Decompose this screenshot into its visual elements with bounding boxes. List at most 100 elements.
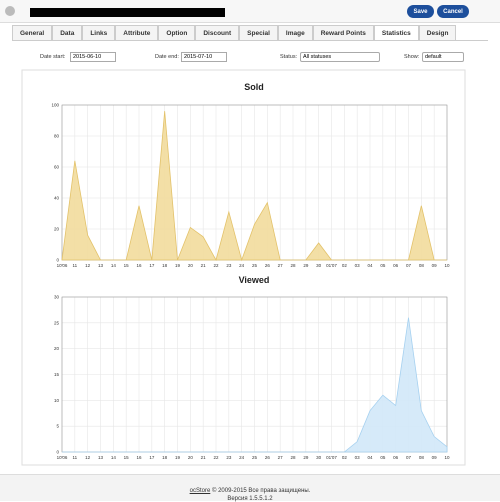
x-tick-label: 01'07 bbox=[326, 263, 337, 268]
x-tick-label: 05 bbox=[380, 263, 386, 268]
x-tick-label: 17 bbox=[149, 263, 155, 268]
x-tick-label: 26 bbox=[265, 263, 271, 268]
y-tick-label: 0 bbox=[56, 450, 59, 455]
x-tick-label: 04 bbox=[367, 263, 373, 268]
x-tick-label: 05 bbox=[380, 455, 386, 460]
x-tick-label: 08 bbox=[419, 455, 425, 460]
tab[interactable]: Special bbox=[239, 25, 278, 41]
x-tick-label: 25 bbox=[252, 455, 258, 460]
x-tick-label: 12 bbox=[85, 263, 91, 268]
y-tick-label: 25 bbox=[54, 320, 60, 325]
x-tick-label: 28 bbox=[290, 455, 296, 460]
x-tick-label: 10'06 bbox=[57, 263, 68, 268]
y-tick-label: 30 bbox=[54, 295, 60, 300]
x-tick-label: 26 bbox=[265, 455, 271, 460]
x-tick-label: 22 bbox=[213, 455, 219, 460]
x-tick-label: 09 bbox=[432, 455, 438, 460]
x-tick-label: 12 bbox=[85, 455, 91, 460]
x-tick-label: 30 bbox=[316, 455, 322, 460]
x-tick-label: 08 bbox=[419, 263, 425, 268]
status-select[interactable]: All statuses bbox=[300, 52, 380, 62]
x-tick-label: 10'06 bbox=[57, 455, 68, 460]
tab[interactable]: Data bbox=[52, 25, 83, 41]
x-tick-label: 22 bbox=[213, 263, 219, 268]
x-tick-label: 07 bbox=[406, 263, 412, 268]
date-start-input[interactable]: 2015-06-10 bbox=[70, 52, 116, 62]
x-tick-label: 29 bbox=[303, 263, 309, 268]
status-label: Status: bbox=[280, 54, 298, 60]
y-tick-label: 15 bbox=[54, 372, 60, 377]
x-tick-label: 18 bbox=[162, 263, 168, 268]
y-tick-label: 20 bbox=[54, 227, 60, 232]
x-tick-label: 03 bbox=[355, 455, 361, 460]
top-bar bbox=[0, 0, 500, 23]
footer bbox=[0, 474, 500, 501]
y-tick-label: 100 bbox=[51, 103, 59, 108]
tab[interactable]: Discount bbox=[195, 25, 240, 41]
tabs: General Data Links Attribute Option Discount S… bbox=[12, 25, 457, 41]
x-tick-label: 11 bbox=[72, 455, 77, 460]
x-tick-label: 14 bbox=[111, 263, 117, 268]
x-tick-label: 02 bbox=[342, 263, 348, 268]
x-tick-label: 06 bbox=[393, 263, 399, 268]
tab[interactable]: Attribute bbox=[115, 25, 159, 41]
show-select[interactable]: default bbox=[422, 52, 464, 62]
area bbox=[62, 317, 448, 453]
x-tick-label: 20 bbox=[188, 263, 194, 268]
y-tick-label: 40 bbox=[54, 196, 60, 201]
chart-title: Sold bbox=[244, 82, 264, 92]
date-end-label: Date end: bbox=[155, 54, 179, 60]
x-tick-label: 19 bbox=[175, 263, 181, 268]
x-tick-label: 29 bbox=[303, 455, 309, 460]
x-tick-label: 06 bbox=[393, 455, 399, 460]
x-tick-label: 25 bbox=[252, 263, 258, 268]
icon bbox=[5, 6, 15, 16]
y-tick-label: 5 bbox=[56, 424, 59, 429]
tab[interactable]: Design bbox=[418, 25, 457, 41]
tab[interactable]: Statistics bbox=[373, 25, 419, 41]
x-tick-label: 14 bbox=[111, 455, 117, 460]
cancel-button[interactable]: Cancel bbox=[437, 5, 469, 18]
footer-text: ocStore © 2009-2015 Все права защищены. bbox=[0, 488, 500, 494]
x-tick-label: 21 bbox=[201, 455, 207, 460]
y-tick-label: 0 bbox=[56, 258, 59, 263]
save-button[interactable]: Save bbox=[407, 5, 434, 18]
x-tick-label: 23 bbox=[226, 455, 232, 460]
x-tick-label: 01'07 bbox=[326, 455, 337, 460]
panel bbox=[21, 69, 466, 466]
tab[interactable]: Links bbox=[82, 25, 116, 41]
tab[interactable]: Image bbox=[277, 25, 313, 41]
x-tick-label: 16 bbox=[136, 455, 142, 460]
tab[interactable]: Option bbox=[158, 25, 196, 41]
x-tick-label: 11 bbox=[72, 263, 77, 268]
x-tick-label: 04 bbox=[367, 455, 373, 460]
x-tick-label: 30 bbox=[316, 263, 322, 268]
x-tick-label: 15 bbox=[124, 263, 130, 268]
x-tick-label: 28 bbox=[290, 263, 296, 268]
footer-link[interactable]: ocStore bbox=[189, 488, 211, 494]
chart-title: Viewed bbox=[239, 275, 270, 285]
y-tick-label: 20 bbox=[54, 346, 60, 351]
copyright: © 2009-2015 Все права защищены. bbox=[210, 488, 311, 494]
x-tick-label: 20 bbox=[188, 455, 194, 460]
x-tick-label: 09 bbox=[432, 263, 438, 268]
version: Версия 1.5.5.1.2 bbox=[227, 496, 273, 502]
x-tick-label: 10 bbox=[444, 455, 450, 460]
x-tick-label: 24 bbox=[239, 263, 245, 268]
x-tick-label: 18 bbox=[162, 455, 168, 460]
y-tick-label: 80 bbox=[54, 134, 60, 139]
x-tick-label: 24 bbox=[239, 455, 245, 460]
area bbox=[61, 111, 447, 262]
y-tick-label: 60 bbox=[54, 165, 60, 170]
tab[interactable]: Reward Points bbox=[312, 25, 374, 41]
show-label: Show: bbox=[404, 54, 420, 60]
date-end-input[interactable]: 2015-07-10 bbox=[181, 52, 227, 62]
x-tick-label: 13 bbox=[98, 455, 104, 460]
y-tick-label: 10 bbox=[54, 398, 60, 403]
x-tick-label: 16 bbox=[136, 263, 142, 268]
tab[interactable]: General bbox=[12, 25, 53, 41]
x-tick-label: 23 bbox=[226, 263, 232, 268]
redacted-title bbox=[30, 8, 225, 17]
